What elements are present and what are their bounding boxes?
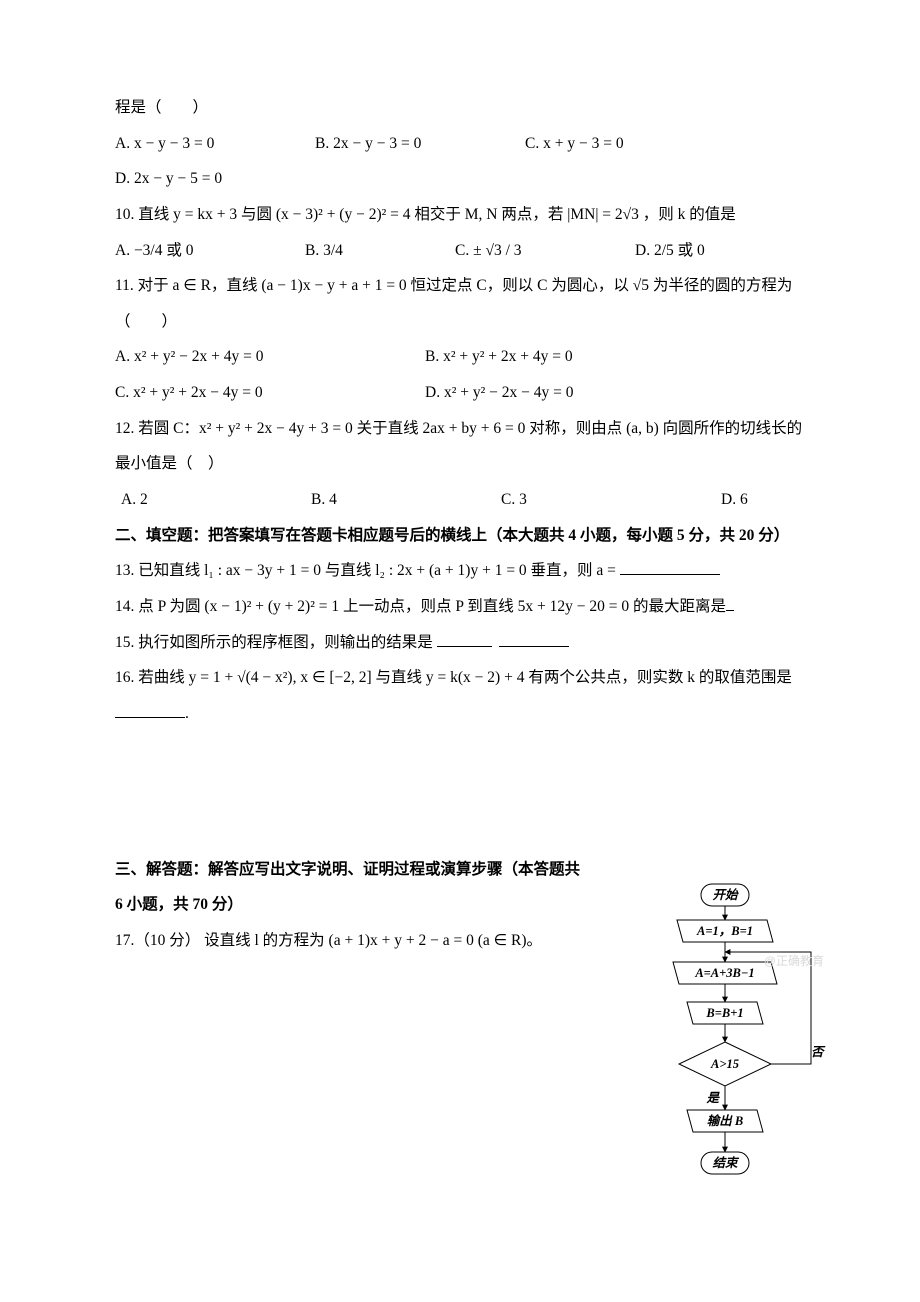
svg-text:B=B+1: B=B+1 — [705, 1006, 743, 1020]
flowchart: 开始 A=1，B=1 A=A+3B−1 B=B+1 A>15 否是输出 B 结束 — [650, 880, 825, 1234]
q10-opt-d: D. 2/5 或 0 — [635, 233, 745, 269]
q16-blank — [115, 701, 185, 718]
q12-stem: 12. 若圆 C：x² + y² + 2x − 4y + 3 = 0 关于直线 … — [115, 411, 805, 482]
q13-stem: 13. 已知直线 l₁ : ax − 3y + 1 = 0 与直线 l₂ : 2… — [115, 562, 620, 579]
q10-opt-a: A. −3/4 或 0 — [115, 233, 305, 269]
q14-stem: 14. 点 P 为圆 (x − 1)² + (y + 2)² = 1 上一动点，… — [115, 598, 726, 615]
q11-stem: 11. 对于 a ∈ R，直线 (a − 1)x − y + a + 1 = 0… — [115, 268, 805, 339]
flowchart-svg: 开始 A=1，B=1 A=A+3B−1 B=B+1 A>15 否是输出 B 结束 — [650, 880, 830, 1220]
q14-blank — [726, 594, 734, 611]
svg-text:A=1，B=1: A=1，B=1 — [696, 924, 753, 938]
q9-options: A. x − y − 3 = 0 B. 2x − y − 3 = 0 C. x … — [115, 126, 805, 197]
q16-tail: . — [185, 705, 189, 722]
q9-opt-b: B. 2x − y − 3 = 0 — [315, 126, 525, 162]
q15-blank-b — [499, 630, 569, 647]
watermark: @正确教育 — [764, 948, 824, 976]
svg-text:A>15: A>15 — [710, 1057, 739, 1071]
svg-text:输出 B: 输出 B — [707, 1114, 743, 1128]
q15-blank-a — [437, 630, 492, 647]
section3-title: 三、解答题：解答应写出文字说明、证明过程或演算步骤（本答题共 6 小题，共 70… — [115, 852, 585, 923]
svg-text:结束: 结束 — [712, 1156, 740, 1170]
q9-opt-a: A. x − y − 3 = 0 — [115, 126, 315, 162]
q11-opt-c: C. x² + y² + 2x − 4y = 0 — [115, 375, 425, 411]
q15-stem: 15. 执行如图所示的程序框图，则输出的结果是 — [115, 634, 433, 651]
q10-opt-c: C. ± √3 / 3 — [455, 233, 635, 269]
q12-options: A. 2 B. 4 C. 3 D. 6 — [115, 482, 805, 518]
q11-opt-a: A. x² + y² − 2x + 4y = 0 — [115, 339, 425, 375]
q11-options-row1: A. x² + y² − 2x + 4y = 0 B. x² + y² + 2x… — [115, 339, 805, 375]
q12-opt-d: D. 6 — [721, 482, 788, 518]
section2-title: 二、填空题：把答案填写在答题卡相应题号后的横线上（本大题共 4 小题，每小题 5… — [115, 518, 805, 554]
svg-text:是: 是 — [705, 1091, 720, 1105]
q11-options-row2: C. x² + y² + 2x − 4y = 0 D. x² + y² − 2x… — [115, 375, 805, 411]
q12-opt-a: A. 2 — [115, 482, 311, 518]
q11-opt-d: D. x² + y² − 2x − 4y = 0 — [425, 375, 613, 411]
q10-opt-b: B. 3/4 — [305, 233, 455, 269]
q11-opt-b: B. x² + y² + 2x + 4y = 0 — [425, 339, 613, 375]
q14: 14. 点 P 为圆 (x − 1)² + (y + 2)² = 1 上一动点，… — [115, 589, 805, 625]
svg-text:否: 否 — [811, 1045, 826, 1059]
q12-opt-c: C. 3 — [501, 482, 721, 518]
q13: 13. 已知直线 l₁ : ax − 3y + 1 = 0 与直线 l₂ : 2… — [115, 553, 805, 589]
q15: 15. 执行如图所示的程序框图，则输出的结果是 — [115, 625, 805, 661]
q10-options: A. −3/4 或 0 B. 3/4 C. ± √3 / 3 D. 2/5 或 … — [115, 233, 805, 269]
q10-stem: 10. 直线 y = kx + 3 与圆 (x − 3)² + (y − 2)²… — [115, 197, 805, 233]
q9-opt-d: D. 2x − y − 5 = 0 — [115, 161, 262, 197]
q12-opt-b: B. 4 — [311, 482, 501, 518]
svg-text:A=A+3B−1: A=A+3B−1 — [694, 966, 754, 980]
svg-text:开始: 开始 — [712, 888, 739, 902]
q9-stem-tail: 程是（ ） — [115, 90, 805, 126]
q9-opt-c: C. x + y − 3 = 0 — [525, 126, 725, 162]
q13-blank — [620, 559, 720, 576]
q16: 16. 若曲线 y = 1 + √(4 − x²), x ∈ [−2, 2] 与… — [115, 660, 805, 731]
q16-stem: 16. 若曲线 y = 1 + √(4 − x²), x ∈ [−2, 2] 与… — [115, 669, 792, 686]
